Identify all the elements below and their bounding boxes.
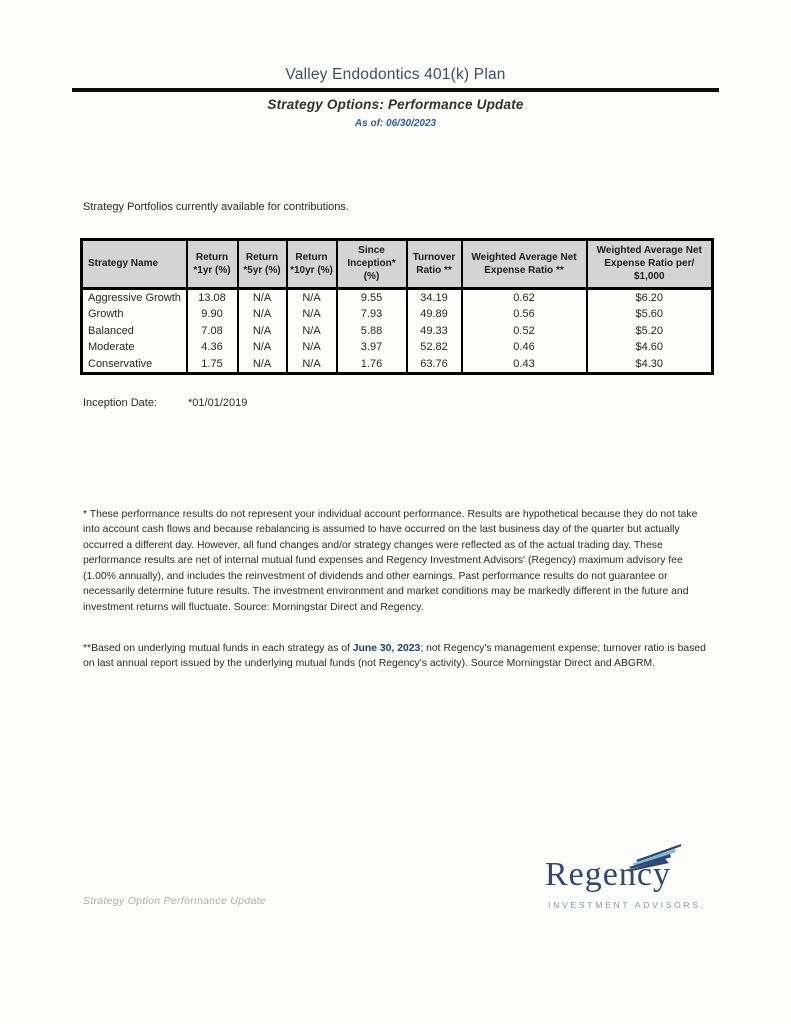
col-header-weighted-avg-expense: Weighted Average Net Expense Ratio **: [460, 239, 588, 290]
col-header-return-1yr: Return *1yr (%): [185, 239, 239, 290]
table-row: Moderate 4.36 N/A N/A 3.97 52.82 0.46 $4…: [80, 339, 714, 356]
turnover-ratio-cell: 49.89: [405, 306, 463, 323]
return-10yr-cell: N/A: [285, 339, 338, 356]
turnover-ratio-cell: 34.19: [405, 288, 463, 307]
col-header-strategy-name: Strategy Name: [80, 239, 188, 290]
return-10yr-cell: N/A: [285, 355, 338, 374]
turnover-ratio-cell: 49.33: [405, 322, 463, 340]
intro-text: Strategy Portfolios currently available …: [83, 201, 349, 213]
return-10yr-cell: N/A: [285, 306, 338, 323]
return-5yr-cell: N/A: [236, 355, 288, 374]
return-5yr-cell: N/A: [236, 322, 288, 340]
header-divider: [72, 88, 719, 92]
table-row: Conservative 1.75 N/A N/A 1.76 63.76 0.4…: [80, 355, 714, 374]
inception-date-row: Inception Date: *01/01/2019: [83, 397, 791, 409]
strategy-name-cell: Conservative: [80, 355, 188, 374]
footnote-2-text-pre: **Based on underlying mutual funds in ea…: [83, 642, 353, 654]
inception-date-value: *01/01/2019: [188, 397, 248, 410]
since-inception-cell: 9.55: [335, 288, 408, 307]
turnover-ratio-cell: 63.76: [405, 355, 463, 374]
return-5yr-cell: N/A: [236, 288, 288, 307]
as-of-date: As of: 06/30/2023: [354, 118, 437, 129]
inception-date-label: Inception Date:: [83, 397, 157, 410]
return-1yr-cell: 1.75: [185, 355, 239, 374]
expense-ratio-cell: 0.46: [460, 339, 588, 356]
expense-per-1000-cell: $4.60: [585, 339, 714, 356]
expense-ratio-cell: 0.43: [460, 355, 588, 374]
page-footer-text: Strategy Option Performance Update: [83, 895, 266, 907]
expense-ratio-cell: 0.56: [460, 306, 588, 323]
table-header-row: Strategy Name Return *1yr (%) Return *5y…: [80, 239, 714, 290]
since-inception-cell: 3.97: [335, 339, 408, 356]
logo-wordmark: Regency: [545, 856, 671, 893]
col-header-turnover-ratio: Turnover Ratio **: [405, 239, 463, 290]
table-row: Balanced 7.08 N/A N/A 5.88 49.33 0.52 $5…: [80, 322, 714, 340]
expense-per-1000-cell: $6.20: [585, 288, 714, 307]
expense-ratio-cell: 0.52: [460, 322, 588, 340]
footnote-turnover-disclaimer: **Based on underlying mutual funds in ea…: [83, 641, 709, 672]
table-row: Aggressive Growth 13.08 N/A N/A 9.55 34.…: [80, 288, 714, 307]
strategy-name-cell: Aggressive Growth: [80, 288, 188, 307]
return-1yr-cell: 9.90: [185, 306, 239, 323]
performance-table: Strategy Name Return *1yr (%) Return *5y…: [80, 238, 714, 376]
col-header-return-10yr: Return *10yr (%): [285, 239, 338, 290]
since-inception-cell: 1.76: [335, 355, 408, 374]
return-10yr-cell: N/A: [285, 322, 338, 340]
turnover-ratio-cell: 52.82: [405, 339, 463, 356]
return-5yr-cell: N/A: [236, 306, 288, 323]
col-header-return-5yr: Return *5yr (%): [236, 239, 288, 290]
table-row: Growth 9.90 N/A N/A 7.93 49.89 0.56 $5.6…: [80, 306, 714, 323]
logo-tagline: INVESTMENT ADVISORS.: [548, 900, 706, 910]
expense-per-1000-cell: $5.60: [585, 306, 714, 323]
expense-per-1000-cell: $5.20: [585, 322, 714, 340]
footnote-2-date: June 30, 2023: [352, 642, 421, 654]
expense-ratio-cell: 0.62: [460, 288, 588, 307]
expense-per-1000-cell: $4.30: [585, 355, 714, 374]
since-inception-cell: 5.88: [335, 322, 408, 340]
col-header-since-inception: Since Inception* (%): [335, 239, 408, 290]
return-1yr-cell: 13.08: [185, 288, 239, 307]
return-10yr-cell: N/A: [285, 288, 338, 307]
col-header-weighted-avg-per-1000: Weighted Average Net Expense Ratio per/ …: [585, 239, 714, 290]
return-1yr-cell: 7.08: [185, 322, 239, 340]
page-subtitle: Strategy Options: Performance Update: [267, 97, 524, 112]
since-inception-cell: 7.93: [335, 306, 408, 323]
return-5yr-cell: N/A: [236, 339, 288, 356]
footnote-2-text-post: ; not Regency's management expense; turn…: [83, 642, 706, 670]
regency-logo: Regency INVESTMENT ADVISORS.: [543, 838, 721, 920]
strategy-name-cell: Moderate: [80, 339, 188, 356]
logo-swoosh-icon: [626, 844, 681, 871]
return-1yr-cell: 4.36: [185, 339, 239, 356]
strategy-name-cell: Growth: [80, 306, 188, 323]
footnote-performance-disclaimer: * These performance results do not repre…: [83, 509, 698, 613]
strategy-name-cell: Balanced: [80, 322, 188, 340]
page-title: Valley Endodontics 401(k) Plan: [285, 66, 506, 83]
